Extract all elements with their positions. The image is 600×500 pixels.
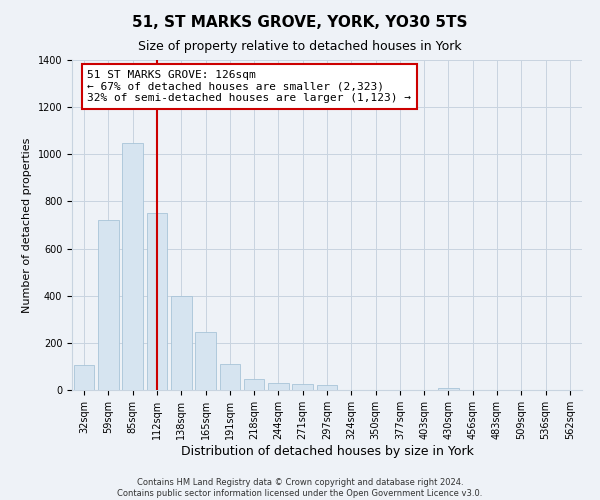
Bar bbox=[268, 384, 289, 390]
X-axis label: Distribution of detached houses by size in York: Distribution of detached houses by size … bbox=[181, 444, 473, 458]
Bar bbox=[195, 332, 216, 390]
Text: Size of property relative to detached houses in York: Size of property relative to detached ho… bbox=[138, 40, 462, 53]
Text: 51 ST MARKS GROVE: 126sqm
← 67% of detached houses are smaller (2,323)
32% of se: 51 ST MARKS GROVE: 126sqm ← 67% of detac… bbox=[88, 70, 412, 103]
Bar bbox=[438, 388, 459, 390]
Bar bbox=[317, 386, 337, 390]
Bar bbox=[98, 220, 119, 390]
Y-axis label: Number of detached properties: Number of detached properties bbox=[22, 138, 32, 312]
Bar bbox=[244, 378, 265, 390]
Text: Contains HM Land Registry data © Crown copyright and database right 2024.
Contai: Contains HM Land Registry data © Crown c… bbox=[118, 478, 482, 498]
Bar bbox=[146, 213, 167, 390]
Bar bbox=[292, 384, 313, 390]
Bar bbox=[74, 365, 94, 390]
Bar bbox=[122, 142, 143, 390]
Bar bbox=[171, 296, 191, 390]
Text: 51, ST MARKS GROVE, YORK, YO30 5TS: 51, ST MARKS GROVE, YORK, YO30 5TS bbox=[132, 15, 468, 30]
Bar bbox=[220, 364, 240, 390]
